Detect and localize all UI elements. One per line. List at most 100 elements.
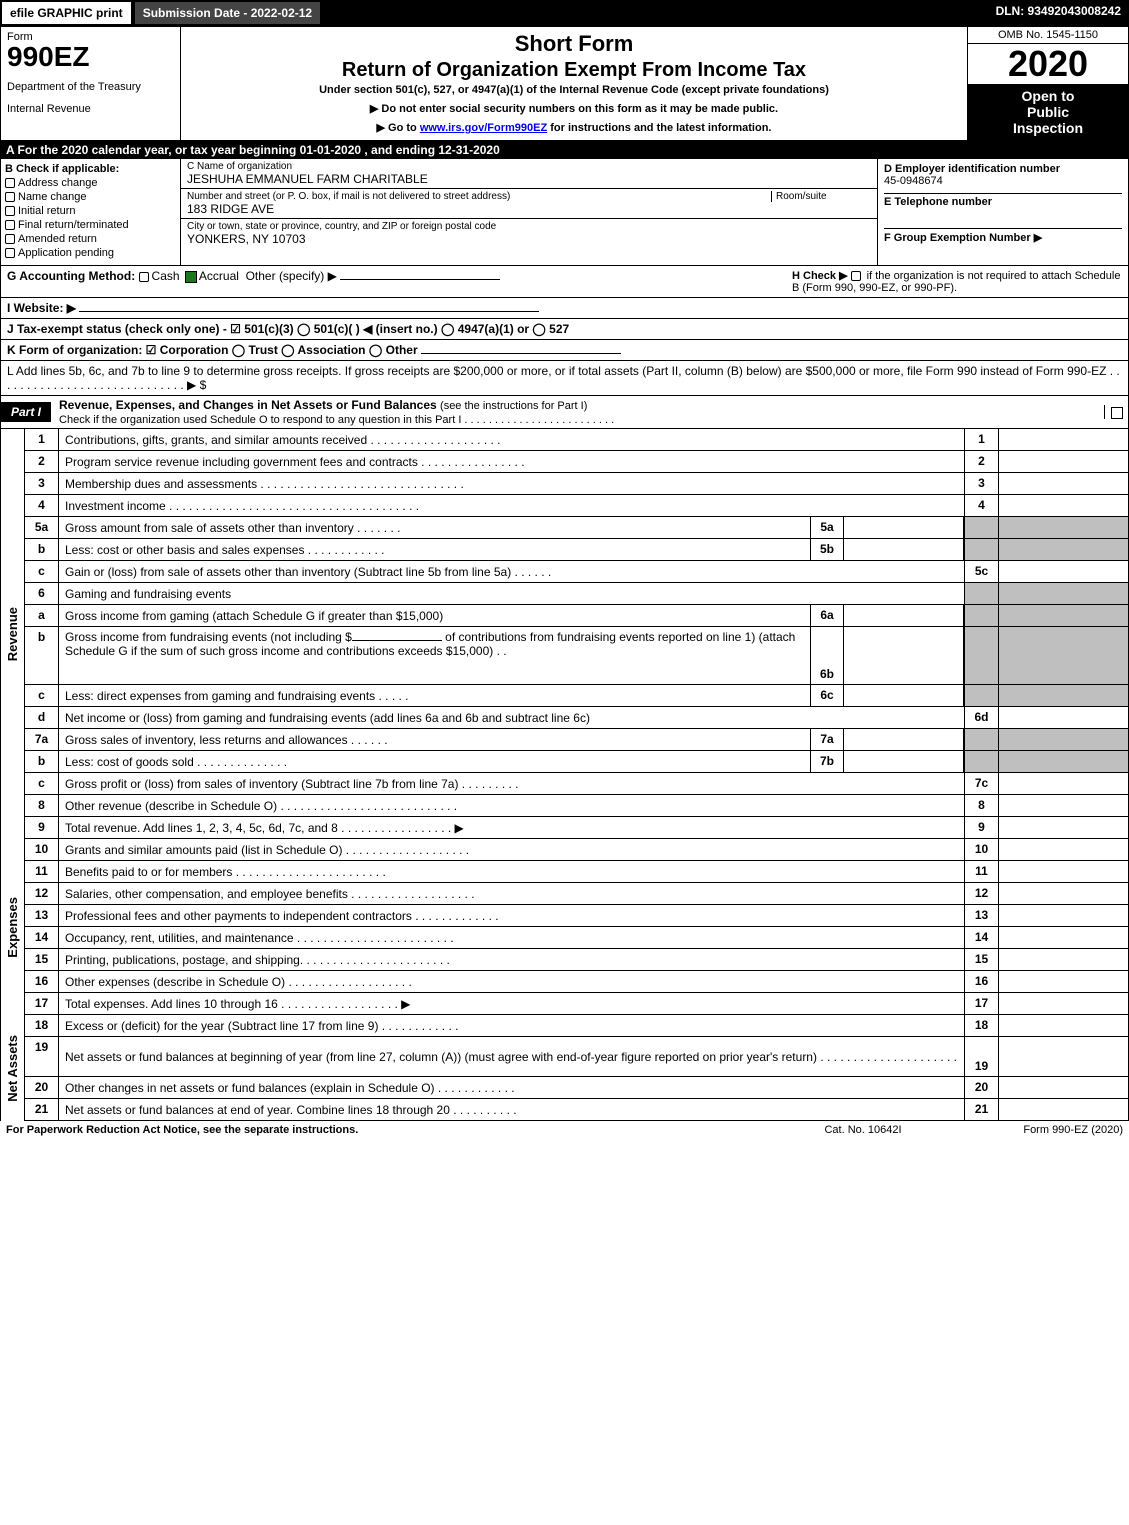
phone-box: E Telephone number: [884, 194, 1122, 229]
col-c: C Name of organization JESHUHA EMMANUEL …: [181, 159, 878, 265]
row-1: 1Contributions, gifts, grants, and simil…: [25, 429, 1128, 451]
group-exemption-box: F Group Exemption Number ▶: [884, 229, 1122, 250]
row-6d: dNet income or (loss) from gaming and fu…: [25, 707, 1128, 729]
row-17: 17Total expenses. Add lines 10 through 1…: [25, 993, 1128, 1015]
cash-label: Cash: [152, 269, 180, 283]
row-12: 12Salaries, other compensation, and empl…: [25, 883, 1128, 905]
form-id-box: Form 990EZ Department of the Treasury In…: [1, 27, 181, 140]
row-19: 19Net assets or fund balances at beginni…: [25, 1037, 1128, 1077]
row-13: 13Professional fees and other payments t…: [25, 905, 1128, 927]
chk-application-pending[interactable]: Application pending: [5, 247, 176, 259]
row-7c: cGross profit or (loss) from sales of in…: [25, 773, 1128, 795]
chk-final-return[interactable]: Final return/terminated: [5, 219, 176, 231]
city-box: City or town, state or province, country…: [181, 219, 877, 248]
row-10: 10Grants and similar amounts paid (list …: [25, 839, 1128, 861]
chk-address-change[interactable]: Address change: [5, 177, 176, 189]
line-j: J Tax-exempt status (check only one) - ☑…: [0, 319, 1129, 340]
addr-value: 183 RIDGE AVE: [187, 202, 871, 216]
org-name-label: C Name of organization: [187, 161, 871, 172]
part1-checkbox[interactable]: [1104, 405, 1128, 419]
dept-irs: Internal Revenue: [7, 103, 174, 115]
org-form-label: K Form of organization: ☑ Corporation ◯ …: [7, 343, 418, 357]
row-16: 16Other expenses (describe in Schedule O…: [25, 971, 1128, 993]
goto-pre: ▶ Go to: [377, 122, 420, 134]
dept-treasury: Department of the Treasury: [7, 81, 174, 93]
line-g: G Accounting Method: Cash Accrual Other …: [7, 269, 782, 294]
org-name-value: JESHUHA EMMANUEL FARM CHARITABLE: [187, 172, 871, 186]
chk-initial-return[interactable]: Initial return: [5, 205, 176, 217]
row-15: 15Printing, publications, postage, and s…: [25, 949, 1128, 971]
row-5c: cGain or (loss) from sale of assets othe…: [25, 561, 1128, 583]
website-label: I Website: ▶: [7, 301, 76, 315]
part1-title: Revenue, Expenses, and Changes in Net As…: [51, 396, 1104, 428]
row-8: 8Other revenue (describe in Schedule O) …: [25, 795, 1128, 817]
short-form-label: Short Form: [189, 31, 959, 57]
addr-label: Number and street (or P. O. box, if mail…: [187, 191, 771, 202]
part1-tab: Part I: [1, 402, 51, 422]
goto-post: for instructions and the latest informat…: [547, 122, 771, 134]
netassets-grid: 18Excess or (deficit) for the year (Subt…: [24, 1015, 1129, 1121]
other-label: Other (specify) ▶: [246, 269, 337, 283]
info-block: B Check if applicable: Address change Na…: [0, 159, 1129, 266]
tax-year: 2020: [968, 44, 1128, 84]
expenses-side-label: Expenses: [0, 839, 24, 1015]
revenue-grid: 1Contributions, gifts, grants, and simil…: [24, 429, 1129, 839]
city-label: City or town, state or province, country…: [187, 221, 871, 232]
row-7b: bLess: cost of goods sold . . . . . . . …: [25, 751, 1128, 773]
line-h: H Check ▶ if the organization is not req…: [782, 269, 1122, 294]
chk-amended-return[interactable]: Amended return: [5, 233, 176, 245]
footer: For Paperwork Reduction Act Notice, see …: [0, 1121, 1129, 1139]
ein-label: D Employer identification number: [884, 163, 1122, 175]
row-6b: b Gross income from fundraising events (…: [25, 627, 1128, 685]
submission-date-button[interactable]: Submission Date - 2022-02-12: [135, 2, 320, 24]
ssn-warning: ▶ Do not enter social security numbers o…: [189, 102, 959, 115]
group-exemption-label: F Group Exemption Number ▶: [884, 231, 1122, 244]
row-2: 2Program service revenue including gover…: [25, 451, 1128, 473]
line-i: I Website: ▶: [0, 298, 1129, 319]
col-d: D Employer identification number 45-0948…: [878, 159, 1128, 265]
row-6c: cLess: direct expenses from gaming and f…: [25, 685, 1128, 707]
chk-name-change[interactable]: Name change: [5, 191, 176, 203]
org-name-box: C Name of organization JESHUHA EMMANUEL …: [181, 159, 877, 189]
row-18: 18Excess or (deficit) for the year (Subt…: [25, 1015, 1128, 1037]
cash-radio[interactable]: [139, 272, 149, 282]
paperwork-notice: For Paperwork Reduction Act Notice, see …: [6, 1124, 763, 1136]
row-4: 4Investment income . . . . . . . . . . .…: [25, 495, 1128, 517]
phone-label: E Telephone number: [884, 196, 1122, 208]
h-label: H Check ▶: [792, 270, 848, 282]
inspection-box: Open to Public Inspection: [968, 84, 1128, 140]
netassets-side-label: Net Assets: [0, 1015, 24, 1121]
row-6a: aGross income from gaming (attach Schedu…: [25, 605, 1128, 627]
ein-value: 45-0948674: [884, 175, 1122, 187]
insp1: Open to: [972, 88, 1124, 104]
col-b: B Check if applicable: Address change Na…: [1, 159, 181, 265]
address-box: Number and street (or P. O. box, if mail…: [181, 189, 877, 219]
row-9: 9Total revenue. Add lines 1, 2, 3, 4, 5c…: [25, 817, 1128, 839]
part1-header: Part I Revenue, Expenses, and Changes in…: [0, 396, 1129, 429]
city-value: YONKERS, NY 10703: [187, 232, 871, 246]
insp2: Public: [972, 104, 1124, 120]
subtitle: Under section 501(c), 527, or 4947(a)(1)…: [189, 84, 959, 96]
expenses-grid: 10Grants and similar amounts paid (list …: [24, 839, 1129, 1015]
line-g-h: G Accounting Method: Cash Accrual Other …: [0, 266, 1129, 298]
dln-label: DLN: 93492043008242: [988, 0, 1129, 26]
goto-line: ▶ Go to www.irs.gov/Form990EZ for instru…: [189, 121, 959, 134]
line-l: L Add lines 5b, 6c, and 7b to line 9 to …: [0, 361, 1129, 396]
accrual-label: Accrual: [199, 269, 239, 283]
row-5a: 5aGross amount from sale of assets other…: [25, 517, 1128, 539]
form-header: Form 990EZ Department of the Treasury In…: [0, 26, 1129, 141]
return-title: Return of Organization Exempt From Incom…: [189, 59, 959, 82]
row-14: 14Occupancy, rent, utilities, and mainte…: [25, 927, 1128, 949]
part1-sub: Check if the organization used Schedule …: [59, 414, 614, 426]
form-number: 990EZ: [7, 43, 174, 71]
room-label: Room/suite: [771, 191, 871, 202]
form-ref: Form 990-EZ (2020): [963, 1124, 1123, 1136]
accrual-checkbox[interactable]: [185, 271, 197, 283]
efile-print-button[interactable]: efile GRAPHIC print: [2, 2, 131, 24]
row-7a: 7aGross sales of inventory, less returns…: [25, 729, 1128, 751]
right-box: OMB No. 1545-1150 2020 Open to Public In…: [968, 27, 1128, 140]
g-label: G Accounting Method:: [7, 269, 135, 283]
h-checkbox[interactable]: [851, 271, 861, 281]
irs-link[interactable]: www.irs.gov/Form990EZ: [420, 122, 547, 134]
topbar: efile GRAPHIC print Submission Date - 20…: [0, 0, 1129, 26]
